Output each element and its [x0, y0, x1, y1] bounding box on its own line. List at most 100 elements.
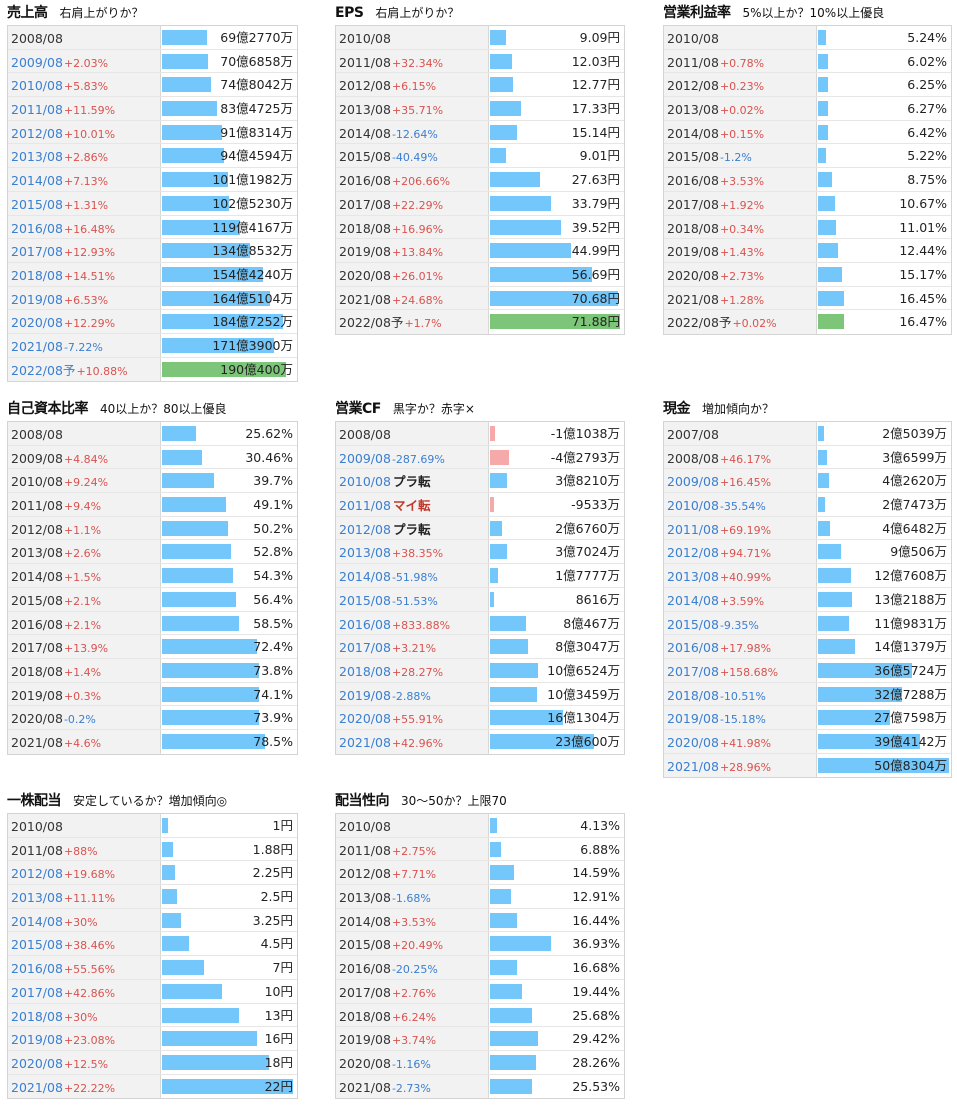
table-row: 2022/08予+1.7% 71.88円 [336, 310, 624, 334]
year-link[interactable]: 2017/08 [11, 244, 63, 260]
year-link[interactable]: 2014/08 [11, 913, 63, 929]
year-link[interactable]: 2011/08 [667, 521, 719, 537]
row-label: 2020/08+55.91% [336, 706, 489, 729]
row-label: 2020/08+26.01% [336, 262, 489, 286]
year-link[interactable]: 2009/08 [339, 450, 391, 466]
value-label: 2億6760万 [555, 520, 620, 536]
value-bar [162, 290, 270, 306]
year-link[interactable]: 2011/08 [339, 498, 391, 514]
year-link[interactable]: 2015/08 [11, 937, 63, 953]
year-link[interactable]: 2016/08 [667, 640, 719, 656]
year-link[interactable]: 2020/08 [339, 711, 391, 727]
change-label: -12.64% [391, 127, 438, 141]
metric-table: 2008/08 25.62% 2009/08+4.84% 30.46% 2010/08+… [7, 421, 298, 755]
year-link[interactable]: 2010/08 [667, 498, 719, 514]
year-link[interactable]: 2021/08 [11, 1079, 63, 1095]
change-label: +41.98% [719, 736, 772, 750]
year-link[interactable]: 2014/08 [11, 173, 63, 189]
year-link[interactable]: 2014/08 [339, 569, 391, 585]
metric-table: 2010/08 9.09円 2011/08+32.34% 12.03円 2012/08+… [335, 25, 625, 335]
year-link[interactable]: 2021/08 [339, 734, 391, 750]
row-label: 2012/08+7.71% [336, 861, 489, 885]
year-link[interactable]: 2012/08 [339, 521, 391, 537]
year-link[interactable]: 2020/08 [11, 315, 63, 331]
row-label: 2017/08+3.21% [336, 635, 489, 658]
year-link[interactable]: 2018/08 [11, 1008, 63, 1024]
panel-title: 営業CF 黒字か？赤字× [335, 398, 475, 418]
year-link[interactable]: 2016/08 [11, 961, 63, 977]
row-label: 2016/08+833.88% [336, 611, 489, 635]
year-link[interactable]: 2018/08 [11, 267, 63, 283]
year-link[interactable]: 2017/08 [11, 984, 63, 1000]
table-row: 2012/08+7.71% 14.59% [336, 861, 624, 886]
year-link[interactable]: 2019/08 [11, 1032, 63, 1048]
year-link[interactable]: 2016/08 [11, 220, 63, 236]
table-row: 2012/08+1.1% 50.2% [8, 516, 297, 541]
year-link[interactable]: 2009/08 [11, 54, 63, 70]
table-row: 2015/08+1.31% 102億5230万 [8, 191, 297, 216]
change-label: +7.13% [63, 175, 109, 189]
table-row: 2012/08+19.68% 2.25円 [8, 861, 297, 886]
row-label: 2013/08+2.86% [8, 144, 161, 168]
year-link[interactable]: 2013/08 [11, 890, 63, 906]
value-bar [490, 568, 498, 584]
change-label: +16.45% [719, 476, 772, 490]
year-label: 2016/08 [339, 961, 391, 977]
year-link[interactable]: 2021/08 [667, 758, 719, 774]
year-link[interactable]: 2022/08予 [11, 362, 76, 378]
year-link[interactable]: 2016/08 [339, 616, 391, 632]
panel-title: EPS 右肩上がりか？ [335, 2, 459, 22]
year-link[interactable]: 2020/08 [11, 1055, 63, 1071]
year-link[interactable]: 2021/08 [11, 338, 63, 354]
table-row: 2014/08+3.53% 16.44% [336, 908, 624, 933]
change-label: +1.1% [63, 523, 102, 537]
value-label: 56.4% [253, 591, 293, 607]
year-link[interactable]: 2013/08 [11, 149, 63, 165]
change-label: +2.03% [63, 56, 109, 70]
year-link[interactable]: 2015/08 [11, 196, 63, 212]
value-bar [818, 195, 835, 211]
value-bar [490, 101, 522, 117]
value-bar [818, 710, 890, 726]
year-link[interactable]: 2011/08 [11, 102, 63, 118]
year-link[interactable]: 2009/08 [667, 474, 719, 490]
value-bar [490, 662, 539, 678]
value-bar [490, 195, 552, 211]
value-label: 8.75% [907, 172, 947, 188]
change-label: +0.02% [732, 317, 777, 331]
value-bar [162, 124, 223, 140]
year-link[interactable]: 2010/08 [11, 78, 63, 94]
year-link[interactable]: 2019/08 [11, 291, 63, 307]
metric-table: 2010/08 1円 2011/08+88% 1.88円 2012/08+19.68% 2… [7, 813, 298, 1100]
year-link[interactable]: 2012/08 [667, 545, 719, 561]
row-label: 2022/08予+0.02% [664, 310, 817, 334]
change-label: +1.5% [63, 571, 102, 585]
value-label: 14億1379万 [874, 639, 947, 655]
year-link[interactable]: 2015/08 [339, 592, 391, 608]
value-bar [490, 77, 514, 93]
table-row: 2021/08+24.68% 70.68円 [336, 286, 624, 311]
value-label: 29.42% [572, 1031, 620, 1047]
year-link[interactable]: 2017/08 [667, 663, 719, 679]
year-label: 2014/08 [339, 125, 391, 141]
year-link[interactable]: 2020/08 [667, 734, 719, 750]
year-link[interactable]: 2012/08 [11, 866, 63, 882]
change-label: +23.08% [63, 1034, 116, 1048]
row-label: 2008/08+46.17% [664, 445, 817, 469]
year-link[interactable]: 2010/08 [339, 474, 391, 490]
year-link[interactable]: 2019/08 [339, 687, 391, 703]
row-label: 2018/08-10.51% [664, 682, 817, 706]
table-row: 2010/08 プラ転 3億8210万 [336, 469, 624, 494]
year-link[interactable]: 2013/08 [667, 569, 719, 585]
year-link[interactable]: 2015/08 [667, 616, 719, 632]
change-label: +42.86% [63, 986, 116, 1000]
year-link[interactable]: 2014/08 [667, 592, 719, 608]
year-link[interactable]: 2012/08 [11, 125, 63, 141]
metric-table: 2007/08 2億5039万 2008/08+46.17% 3億6599万 2009/… [663, 421, 952, 779]
year-link[interactable]: 2018/08 [667, 687, 719, 703]
year-link[interactable]: 2013/08 [339, 545, 391, 561]
value-label: 6.25% [907, 77, 947, 93]
year-link[interactable]: 2018/08 [339, 663, 391, 679]
year-link[interactable]: 2017/08 [339, 640, 391, 656]
year-link[interactable]: 2019/08 [667, 711, 719, 727]
